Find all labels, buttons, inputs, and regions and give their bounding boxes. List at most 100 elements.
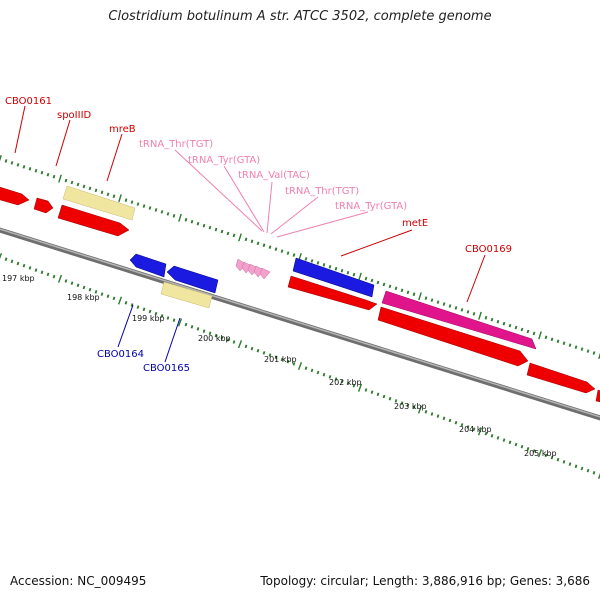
- minor-tick: [40, 270, 44, 275]
- feature-cbo0171: [595, 389, 600, 403]
- leader-cbo0165: [164, 317, 181, 363]
- minor-tick: [532, 449, 536, 453]
- minor-tick: [16, 163, 20, 167]
- minor-tick: [268, 353, 272, 357]
- label-mete: metE: [402, 218, 428, 229]
- minor-tick: [184, 217, 188, 222]
- minor-tick: [250, 239, 254, 244]
- minor-tick: [346, 270, 350, 275]
- minor-tick: [28, 167, 32, 171]
- leader-cbo0161: [14, 105, 26, 154]
- major-tick: [417, 405, 423, 414]
- minor-tick: [196, 327, 200, 331]
- minor-tick: [382, 394, 386, 399]
- scale-label: 199 kbp: [132, 314, 165, 323]
- minor-tick: [412, 405, 416, 410]
- minor-tick: [208, 225, 212, 230]
- minor-tick: [490, 317, 494, 322]
- minor-tick: [28, 266, 32, 270]
- minor-tick: [574, 464, 578, 469]
- reverse-strand-features: [129, 253, 219, 309]
- minor-tick: [112, 296, 116, 301]
- minor-tick: [136, 305, 140, 309]
- minor-tick: [400, 288, 404, 293]
- minor-tick: [508, 323, 512, 328]
- minor-tick: [436, 300, 440, 304]
- minor-tick: [592, 351, 596, 355]
- minor-tick: [88, 186, 92, 191]
- label-mreb: mreB: [109, 124, 136, 135]
- minor-tick: [526, 329, 530, 334]
- minor-tick: [442, 416, 446, 421]
- minor-tick: [292, 362, 296, 366]
- minor-tick: [568, 343, 572, 347]
- minor-tick: [472, 427, 476, 431]
- minor-tick: [388, 284, 392, 289]
- minor-tick: [424, 296, 428, 300]
- genome-backbone-highlight: [0, 228, 600, 418]
- leader-mreb: [106, 133, 123, 182]
- feature-cbo0163: [129, 253, 167, 278]
- label-spoiiid: spoIIID: [57, 110, 92, 121]
- scale-label: 205 kbp: [524, 449, 557, 458]
- label-trna-3: tRNA_Val(TAC): [238, 170, 310, 181]
- minor-tick: [40, 170, 44, 175]
- minor-tick: [22, 263, 26, 268]
- feature-labels: CBO0161 spoIIID mreB tRNA_Thr(TGT) tRNA_…: [5, 96, 512, 374]
- minor-tick: [268, 245, 272, 249]
- leader-trna-3: [266, 181, 273, 234]
- major-tick: [418, 292, 422, 301]
- label-trna-4: tRNA_Thr(TGT): [285, 186, 359, 197]
- minor-tick: [220, 335, 224, 340]
- minor-tick: [532, 331, 536, 336]
- minor-tick: [430, 412, 434, 416]
- minor-tick: [280, 357, 284, 362]
- map-title: Clostridium botulinum A str. ATCC 3502, …: [108, 9, 492, 24]
- minor-tick: [544, 335, 548, 340]
- minor-tick: [556, 339, 560, 344]
- minor-tick: [454, 420, 458, 425]
- minor-tick: [430, 298, 434, 302]
- minor-tick: [340, 379, 344, 384]
- minor-tick: [556, 457, 560, 462]
- major-tick: [237, 340, 243, 349]
- major-tick: [358, 272, 362, 281]
- minor-tick: [520, 327, 524, 332]
- label-trna-2: tRNA_Tyr(GTA): [188, 155, 260, 166]
- minor-tick: [550, 455, 554, 460]
- accession-text: Accession: NC_009495: [10, 574, 147, 588]
- minor-tick: [64, 279, 68, 283]
- feature-mreb: [57, 204, 130, 237]
- minor-tick: [166, 316, 170, 320]
- label-cbo0161: CBO0161: [5, 96, 52, 107]
- minor-tick: [484, 315, 488, 320]
- feature-cbo0170: [526, 362, 596, 394]
- major-tick: [0, 154, 2, 162]
- minor-tick: [274, 355, 278, 360]
- minor-tick: [280, 249, 284, 253]
- minor-tick: [226, 338, 230, 342]
- minor-tick: [304, 257, 308, 261]
- minor-tick: [4, 159, 8, 163]
- minor-tick: [214, 227, 218, 232]
- minor-tick: [286, 251, 290, 255]
- minor-tick: [568, 462, 572, 466]
- major-tick: [357, 383, 363, 392]
- minor-tick: [370, 278, 374, 283]
- minor-tick: [244, 344, 248, 349]
- leader-trna-2: [223, 165, 265, 233]
- minor-tick: [46, 172, 50, 177]
- minor-tick: [94, 290, 98, 294]
- minor-tick: [436, 414, 440, 418]
- minor-tick: [142, 204, 146, 208]
- minor-tick: [580, 466, 584, 471]
- minor-tick: [346, 381, 350, 386]
- leader-mete: [340, 229, 413, 257]
- scale-label: 201 kbp: [264, 355, 297, 364]
- scale-label: 202 kbp: [329, 378, 362, 387]
- inner-tick-ruler: [0, 252, 600, 480]
- minor-tick: [88, 287, 92, 292]
- minor-tick: [286, 359, 290, 364]
- minor-tick: [130, 200, 134, 204]
- feature-cbo0161: [0, 186, 30, 206]
